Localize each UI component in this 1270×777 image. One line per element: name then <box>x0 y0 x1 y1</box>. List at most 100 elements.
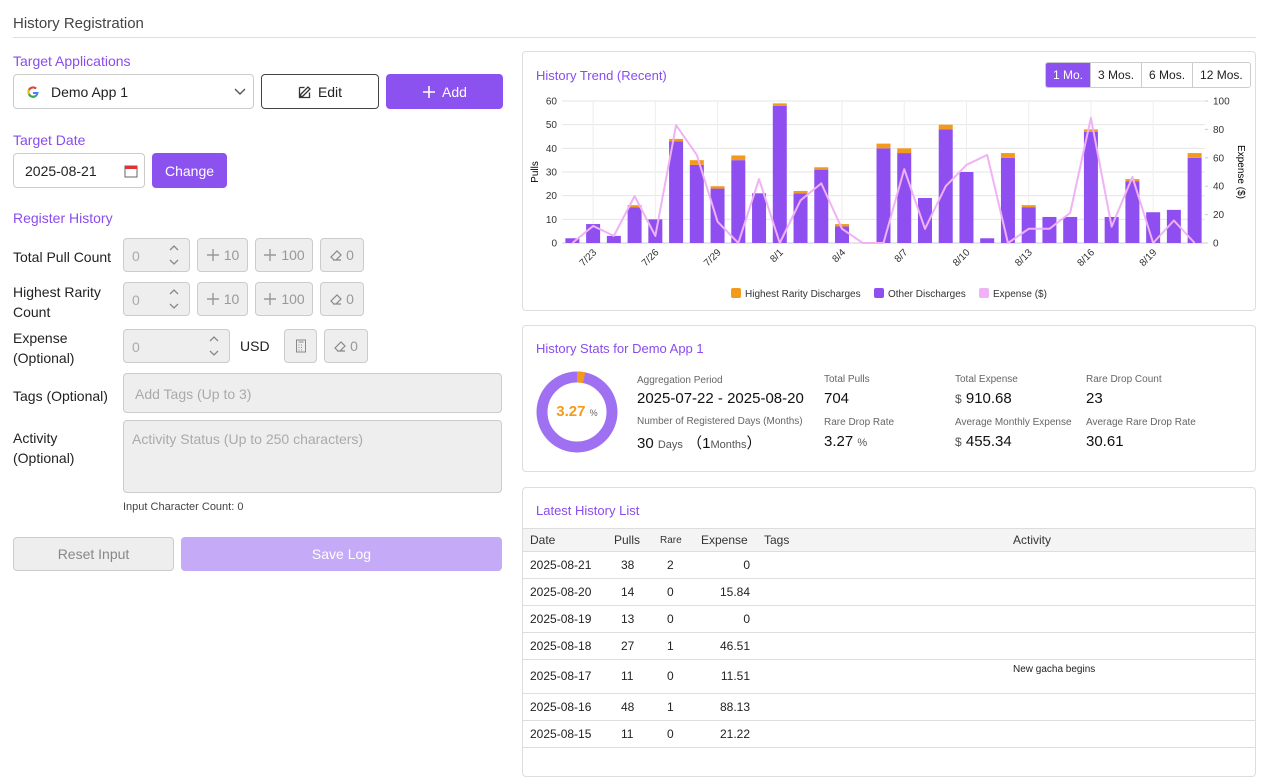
step-value: 100 <box>281 247 305 263</box>
range-button[interactable]: 3 Mos. <box>1090 63 1142 87</box>
bar <box>710 186 725 189</box>
arrow <box>169 245 179 265</box>
cell-rare: 0 <box>667 726 674 741</box>
cell-expense: 0 <box>743 558 750 572</box>
bar <box>897 148 912 154</box>
save-button[interactable]: Save Log <box>181 537 502 571</box>
legend-swatch <box>874 288 884 298</box>
range-button[interactable]: 1 Mo. <box>1046 63 1091 87</box>
pencil-icon <box>298 85 311 98</box>
placeholder: 0 <box>132 292 140 308</box>
bar <box>814 167 829 170</box>
cell-expense: 46.51 <box>719 638 750 653</box>
clear-button[interactable]: 0 <box>324 329 368 363</box>
row-border <box>523 747 1255 748</box>
spin-arrows <box>169 245 179 265</box>
stat-value: $ 455.34 <box>955 433 1012 450</box>
unit: USD <box>240 338 270 354</box>
stat-label: Average Rare Drop Rate <box>1086 417 1196 428</box>
calculator-button[interactable] <box>284 329 317 363</box>
bar <box>814 169 829 243</box>
range-button[interactable]: 12 Mos. <box>1192 63 1250 87</box>
bar <box>876 143 891 149</box>
arrow <box>209 336 219 356</box>
field-label: Activity (Optional) <box>13 430 75 466</box>
cell-rare: 0 <box>667 669 674 683</box>
reset-button[interactable]: Reset Input <box>13 537 174 571</box>
column-header: Activity <box>1013 533 1052 547</box>
field-label: Highest Rarity Count <box>13 284 101 320</box>
number-input[interactable]: 0 <box>123 282 190 316</box>
add-button[interactable]: Add <box>386 74 503 109</box>
range-group: 1 Mo. 3 Mos. 6 Mos. 12 Mos. <box>1045 62 1251 88</box>
number-input[interactable]: 0 <box>123 238 190 272</box>
stat-value: 30.61 <box>1086 433 1124 450</box>
bar <box>669 141 684 243</box>
eraser-icon <box>330 294 342 305</box>
stat-label: Total Pulls <box>824 374 870 385</box>
cell-activity: New gacha begins <box>1013 664 1096 675</box>
x-tick-label: 8/19 <box>1138 247 1160 269</box>
clear-count: 0 <box>346 291 354 307</box>
x-tick-label: 8/7 <box>893 247 911 265</box>
plus-icon <box>206 249 219 261</box>
row-border <box>523 578 1255 579</box>
bar <box>1063 216 1078 243</box>
chevron <box>234 88 246 95</box>
app-select[interactable]: Demo App 1 <box>13 74 254 109</box>
unit: Months <box>710 439 747 451</box>
activity-input[interactable]: Activity Status (Up to 250 characters) <box>123 420 502 493</box>
y2-tick-label: 20 <box>1213 210 1225 221</box>
number-input[interactable]: 0 <box>123 329 230 363</box>
list-title: Latest History List <box>536 503 640 518</box>
spin-arrows <box>209 336 219 356</box>
stats-panel <box>522 325 1256 472</box>
range-button[interactable]: 6 Mos. <box>1141 63 1193 87</box>
arrow <box>169 289 179 309</box>
clear-count: 0 <box>346 247 354 263</box>
table-header <box>523 528 1255 552</box>
cell-pulls: 48 <box>621 699 635 714</box>
clear-count: 0 <box>350 338 358 354</box>
step-button[interactable]: 10 <box>197 282 248 316</box>
date-input[interactable]: 2025-08-21 <box>13 153 145 188</box>
column-header: Tags <box>764 533 790 547</box>
step-button[interactable]: 100 <box>255 282 313 316</box>
change-button[interactable]: Change <box>152 153 227 188</box>
y2-tick-label: 80 <box>1213 125 1225 136</box>
page-title: History Registration <box>13 15 144 32</box>
bar <box>1166 209 1181 243</box>
column-header: Date <box>530 533 556 547</box>
bar <box>1021 205 1036 208</box>
cell-date: 2025-08-18 <box>530 638 592 653</box>
cell-pulls: 13 <box>621 611 635 626</box>
tags-input[interactable]: Add Tags (Up to 3) <box>123 373 502 413</box>
cell-expense: 11.51 <box>720 669 750 683</box>
column-header: Pulls <box>614 533 641 547</box>
period-start: 2025-07-22 <box>637 390 714 407</box>
edit-button[interactable]: Edit <box>261 74 379 109</box>
chart-title: History Trend (Recent) <box>536 68 667 83</box>
row-border <box>523 693 1255 694</box>
cell-date: 2025-08-19 <box>530 611 592 626</box>
field-label: Total Pull Count <box>13 249 112 265</box>
stat-label: Total Expense <box>955 374 1018 385</box>
row-border <box>523 720 1255 721</box>
bar <box>752 193 767 243</box>
step-value: 10 <box>223 291 240 307</box>
stat-value: 3.27 % <box>824 433 867 450</box>
cell-pulls: 38 <box>621 558 635 572</box>
step-button[interactable]: 10 <box>197 238 248 272</box>
bar <box>772 105 787 243</box>
bar <box>876 148 891 243</box>
y-axis-label: Pulls <box>530 161 541 183</box>
save-label: Save Log <box>311 546 372 562</box>
bar <box>897 153 912 243</box>
clear-button[interactable]: 0 <box>320 238 364 272</box>
cell-date: 2025-08-21 <box>530 558 592 572</box>
step-button[interactable]: 100 <box>255 238 313 272</box>
reset-label: Reset Input <box>57 546 130 562</box>
stat-value: 704 <box>824 390 850 407</box>
clear-button[interactable]: 0 <box>320 282 364 316</box>
cell-date: 2025-08-15 <box>530 726 592 741</box>
